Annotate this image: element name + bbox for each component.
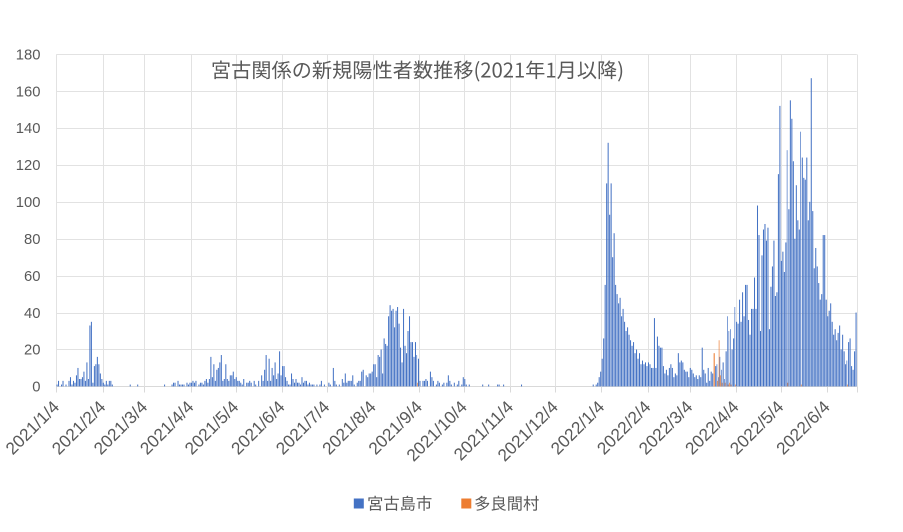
svg-text:140: 140: [16, 121, 41, 137]
svg-text:60: 60: [24, 269, 40, 285]
svg-text:40: 40: [24, 306, 40, 322]
svg-text:80: 80: [24, 232, 40, 248]
svg-text:160: 160: [16, 84, 41, 100]
svg-text:100: 100: [16, 195, 41, 211]
svg-text:20: 20: [24, 343, 40, 359]
svg-text:120: 120: [16, 158, 41, 174]
svg-text:0: 0: [32, 380, 40, 396]
svg-text:180: 180: [16, 47, 41, 63]
